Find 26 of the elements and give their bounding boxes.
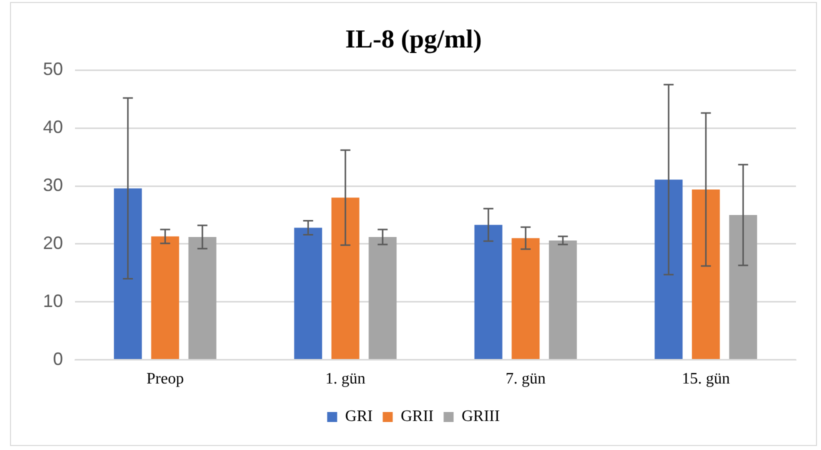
bar	[512, 238, 540, 360]
bar	[692, 190, 720, 360]
bar	[729, 215, 758, 360]
y-tick-label: 30	[42, 175, 64, 196]
x-tick-label: 15. gün	[682, 370, 730, 388]
chart-title: IL-8 (pg/ml)	[345, 24, 482, 54]
legend-label: GRII	[400, 408, 434, 426]
bar	[654, 180, 683, 360]
bar	[114, 188, 142, 360]
x-tick-label: 7. gün	[506, 370, 546, 388]
y-tick-label: 50	[42, 59, 64, 80]
legend-label: GRI	[345, 408, 373, 426]
bar	[368, 237, 397, 360]
bar	[188, 237, 216, 360]
y-tick-label: 20	[42, 232, 64, 253]
y-tick-label: 40	[42, 117, 64, 138]
bar	[294, 228, 322, 360]
y-tick-label: 0	[53, 348, 64, 369]
bar	[151, 236, 180, 360]
bar	[474, 224, 502, 360]
bar	[548, 240, 577, 360]
x-tick-label: Preop	[146, 370, 184, 388]
bar	[331, 198, 360, 360]
x-tick-label: 1. gün	[325, 370, 366, 388]
legend-label: GRIII	[462, 408, 500, 426]
y-tick-label: 10	[42, 290, 64, 311]
